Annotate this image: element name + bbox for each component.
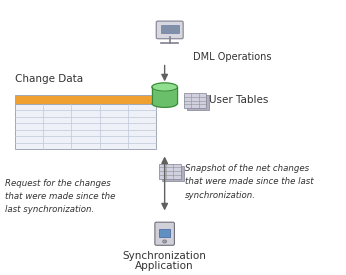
Text: Synchronization: Synchronization xyxy=(123,251,207,261)
Bar xyxy=(188,95,209,110)
Text: User Tables: User Tables xyxy=(209,95,269,105)
Text: DML Operations: DML Operations xyxy=(193,52,272,62)
Text: Request for the changes: Request for the changes xyxy=(5,179,110,188)
Ellipse shape xyxy=(152,83,177,91)
Bar xyxy=(15,95,156,104)
Bar xyxy=(152,87,177,103)
Text: that were made since the last: that were made since the last xyxy=(185,177,313,186)
Text: Change Data: Change Data xyxy=(15,74,83,84)
FancyBboxPatch shape xyxy=(155,222,174,245)
Ellipse shape xyxy=(152,99,177,107)
Text: that were made since the: that were made since the xyxy=(5,192,115,201)
Bar xyxy=(159,164,181,179)
FancyBboxPatch shape xyxy=(156,21,183,39)
Bar xyxy=(161,25,179,33)
Circle shape xyxy=(163,240,166,243)
Bar xyxy=(184,93,206,108)
Text: synchronization.: synchronization. xyxy=(185,191,256,200)
Text: last synchronization.: last synchronization. xyxy=(5,205,94,215)
Bar xyxy=(162,166,184,181)
Text: Snapshot of the net changes: Snapshot of the net changes xyxy=(185,164,309,174)
Text: Application: Application xyxy=(135,261,194,271)
Bar xyxy=(15,104,156,150)
Bar xyxy=(160,229,170,237)
